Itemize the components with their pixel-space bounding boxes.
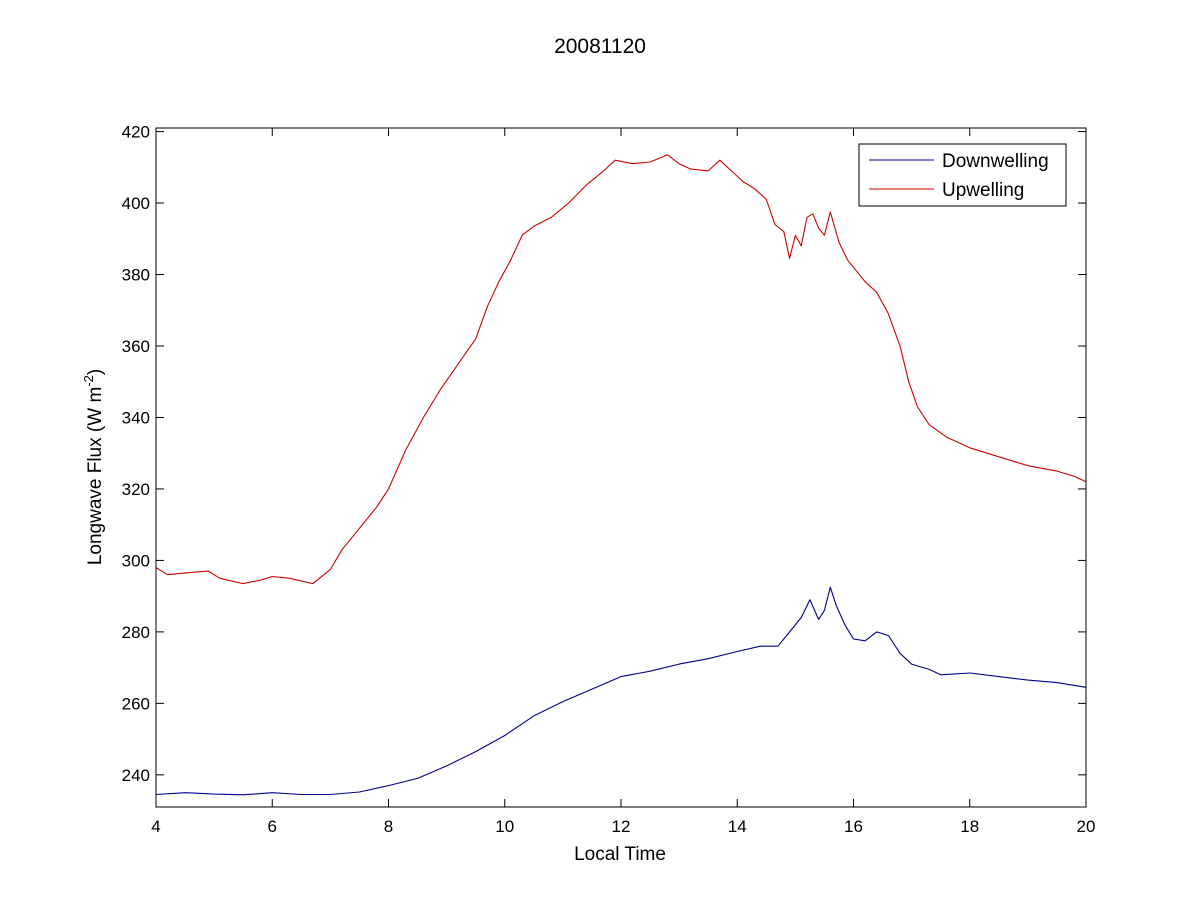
y-tick-label: 260 bbox=[122, 694, 150, 713]
x-tick-label: 14 bbox=[728, 817, 747, 836]
y-axis-label: Longwave Flux (W m-2) bbox=[81, 369, 106, 565]
x-axis-ticks: 4 6 8 10 12 14 16 18 20 bbox=[151, 128, 1095, 836]
plot-area bbox=[156, 128, 1086, 807]
y-axis-label-main: Longwave Flux (W m bbox=[85, 387, 106, 565]
series-line-downwelling bbox=[155, 586, 1087, 796]
y-axis-label-close: ) bbox=[85, 369, 106, 375]
x-tick-label: 4 bbox=[151, 817, 160, 836]
y-tick-label: 240 bbox=[122, 766, 150, 785]
x-tick-label: 6 bbox=[268, 817, 277, 836]
y-tick-label: 400 bbox=[122, 194, 150, 213]
y-tick-label: 300 bbox=[122, 551, 150, 570]
y-tick-label: 320 bbox=[122, 480, 150, 499]
y-axis-ticks: 240 260 280 300 320 340 360 380 400 420 bbox=[122, 123, 1086, 785]
x-tick-label: 20 bbox=[1077, 817, 1096, 836]
x-axis-label: Local Time bbox=[574, 844, 666, 865]
series-line-upwelling bbox=[155, 154, 1087, 585]
legend: Downwelling Upwelling bbox=[858, 143, 1067, 207]
y-tick-label: 280 bbox=[122, 623, 150, 642]
y-tick-label: 380 bbox=[122, 266, 150, 285]
legend-box bbox=[858, 143, 1067, 207]
series-layer bbox=[155, 154, 1087, 796]
y-tick-label: 420 bbox=[122, 123, 150, 142]
y-axis-label-superscript: -2 bbox=[81, 375, 96, 387]
x-tick-label: 12 bbox=[612, 817, 631, 836]
legend-label-downwelling: Downwelling bbox=[942, 151, 1049, 172]
y-tick-label: 340 bbox=[122, 408, 150, 427]
x-tick-label: 16 bbox=[844, 817, 863, 836]
chart-title: 20081120 bbox=[554, 35, 646, 58]
x-tick-label: 8 bbox=[384, 817, 393, 836]
x-tick-label: 18 bbox=[960, 817, 979, 836]
legend-label-upwelling: Upwelling bbox=[942, 180, 1024, 201]
plot-frame bbox=[155, 127, 1087, 808]
x-tick-label: 10 bbox=[495, 817, 514, 836]
y-tick-label: 360 bbox=[122, 337, 150, 356]
